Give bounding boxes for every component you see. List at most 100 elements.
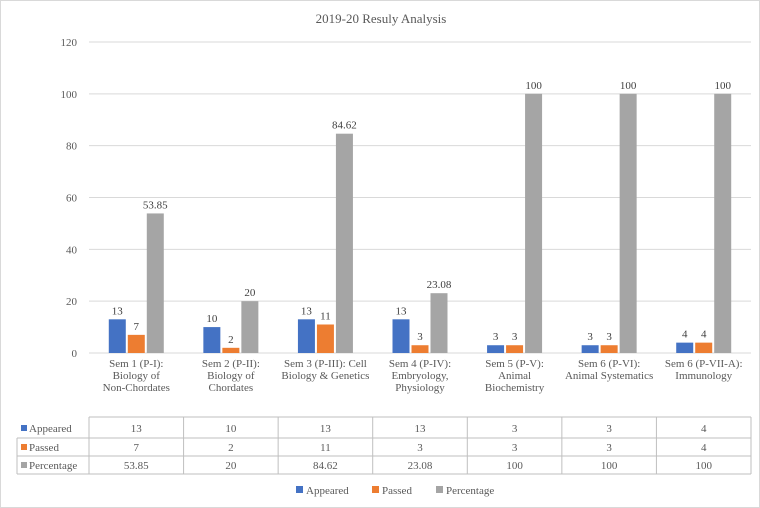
table-cell: 3 — [606, 442, 612, 454]
bar-passed — [127, 334, 145, 353]
bar-appeared — [108, 319, 126, 353]
table-cell: 13 — [320, 423, 332, 435]
legend-marker — [296, 486, 303, 493]
y-tick-label: 0 — [72, 348, 78, 360]
bar-passed — [316, 324, 334, 353]
category-label: Sem 3 (P-III): Cell Biology & Genetics — [281, 358, 369, 382]
category-label-line: Biochemistry — [485, 382, 545, 394]
y-tick-label: 40 — [66, 244, 78, 256]
data-label: 4 — [682, 329, 688, 341]
bar-appeared — [203, 327, 221, 353]
category-label-line: Sem 6 (P-VI): — [578, 358, 640, 370]
data-label: 3 — [417, 331, 423, 343]
data-label: 100 — [525, 80, 542, 92]
bar-passed — [411, 345, 429, 353]
table-cell: 2 — [228, 442, 234, 454]
table-row-header: Appeared — [29, 423, 72, 435]
table-row-header: Percentage — [29, 460, 77, 472]
table-cell: 13 — [131, 423, 143, 435]
chart-title: 2019-20 Resuly Analysis — [316, 11, 447, 26]
data-label: 100 — [714, 80, 731, 92]
data-label: 3 — [587, 331, 593, 343]
category-label-line: Chordates — [209, 382, 254, 394]
data-label: 53.85 — [143, 199, 168, 211]
table-cell: 10 — [225, 423, 237, 435]
table-cell: 100 — [695, 460, 712, 472]
bar-appeared — [487, 345, 505, 353]
category-label-line: Animal Systematics — [565, 370, 653, 382]
category-label: Sem 4 (P-IV): Embryology, Physiology — [389, 358, 451, 394]
category-label: Sem 5 (P-V): Animal Biochemistry — [485, 358, 545, 394]
legend-marker — [436, 486, 443, 493]
table-cell: 3 — [417, 442, 423, 454]
y-tick-label: 100 — [61, 89, 78, 101]
data-label: 7 — [134, 321, 140, 333]
data-label: 11 — [320, 310, 331, 322]
bar-appeared — [676, 342, 694, 353]
category-label-line: Biology & Genetics — [281, 370, 369, 382]
bar-passed — [222, 347, 240, 353]
legend-marker — [372, 486, 379, 493]
table-cell: 20 — [225, 460, 237, 472]
bar-passed — [695, 342, 713, 353]
legend-key — [21, 425, 27, 431]
category-label-line: Sem 2 (P-II): — [202, 358, 260, 370]
table-cell: 53.85 — [124, 460, 149, 472]
bar-appeared — [581, 345, 599, 353]
table-cell: 84.62 — [313, 460, 338, 472]
category-label-line: Sem 3 (P-III): Cell — [284, 358, 367, 370]
y-tick-label: 80 — [66, 141, 78, 153]
data-label: 4 — [701, 329, 707, 341]
y-tick-label: 20 — [66, 296, 78, 308]
category-label-line: Embryology, — [391, 370, 448, 382]
table-cell: 100 — [506, 460, 523, 472]
data-label: 84.62 — [332, 120, 357, 132]
category-label-line: Physiology — [395, 382, 445, 394]
legend-label: Passed — [382, 485, 412, 497]
bar-percentage — [430, 293, 448, 353]
data-label: 23.08 — [427, 279, 452, 291]
data-label: 3 — [512, 331, 518, 343]
data-label: 13 — [301, 305, 313, 317]
legend-key — [21, 462, 27, 468]
table-cell: 11 — [320, 442, 331, 454]
bar-percentage — [525, 93, 543, 353]
table-cell: 100 — [601, 460, 618, 472]
bar-passed — [506, 345, 524, 353]
legend-label: Percentage — [446, 485, 494, 497]
bar-percentage — [241, 301, 259, 353]
table-cell: 4 — [701, 442, 707, 454]
bar-appeared — [297, 319, 315, 353]
data-label: 20 — [244, 287, 256, 299]
bar-percentage — [619, 93, 637, 353]
category-label-line: Immunology — [675, 370, 732, 382]
y-tick-label: 120 — [61, 37, 78, 49]
category-label-line: Sem 6 (P-VII-A): — [665, 358, 743, 370]
category-label: Sem 1 (P-I): Biology of Non-Chordates — [103, 358, 170, 394]
category-label: Sem 6 (P-VI): Animal Systematics — [565, 358, 653, 382]
data-label: 100 — [620, 80, 637, 92]
data-label: 10 — [206, 313, 218, 325]
table-cell: 3 — [512, 442, 518, 454]
bar-passed — [600, 345, 618, 353]
category-label-line: Animal — [498, 370, 531, 382]
bar-percentage — [146, 213, 164, 353]
table-cell: 7 — [134, 442, 140, 454]
data-label: 13 — [112, 305, 124, 317]
table-row-header: Passed — [29, 442, 59, 454]
category-label-line: Biology of — [113, 370, 161, 382]
table-cell: 3 — [512, 423, 518, 435]
table-cell: 4 — [701, 423, 707, 435]
bar-appeared — [392, 319, 410, 353]
category-label-line: Sem 5 (P-V): — [485, 358, 544, 370]
bar-percentage — [714, 93, 732, 353]
category-label-line: Biology of — [207, 370, 255, 382]
legend-label: Appeared — [306, 485, 349, 497]
data-label: 13 — [396, 305, 408, 317]
y-tick-label: 60 — [66, 193, 78, 205]
bar-percentage — [335, 133, 353, 353]
table-cell: 3 — [606, 423, 612, 435]
category-label-line: Sem 4 (P-IV): — [389, 358, 451, 370]
